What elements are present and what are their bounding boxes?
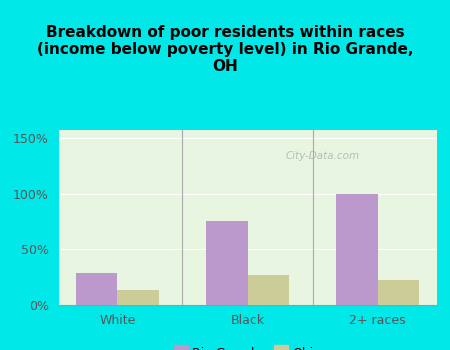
Bar (206, 222, 248, 304)
Text: City-Data.com: City-Data.com (286, 151, 360, 161)
Bar (378, 280, 419, 304)
Text: Breakdown of poor residents within races
(income below poverty level) in Rio Gra: Breakdown of poor residents within races… (37, 25, 413, 74)
Bar (117, 290, 159, 304)
Bar (248, 275, 289, 304)
Bar (76, 273, 117, 304)
Bar (336, 194, 378, 304)
Legend: Rio Grande, Ohio: Rio Grande, Ohio (169, 342, 326, 350)
